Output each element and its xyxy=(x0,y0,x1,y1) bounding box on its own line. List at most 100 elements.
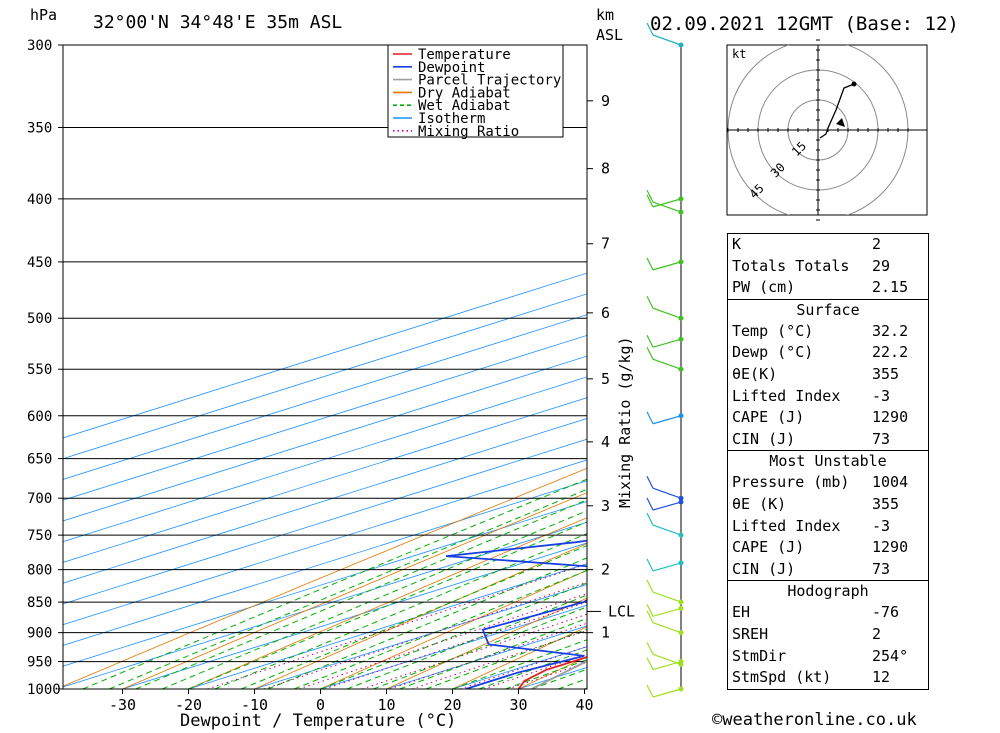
dewpoint-line xyxy=(446,539,587,689)
pressure-tick-label: 650 xyxy=(27,452,52,468)
dry-adiabat-line xyxy=(253,543,587,689)
dry-adiabat-line xyxy=(319,569,587,689)
most-unstable-heading: Most Unstable xyxy=(769,452,887,471)
wind-barb-flag xyxy=(646,295,654,309)
pressure-tick-label: 500 xyxy=(27,311,52,327)
skewt-diagram: 12346810162025 3003504004505005506006507… xyxy=(27,27,1000,731)
legend-box xyxy=(387,44,564,138)
wind-barb-flag xyxy=(646,334,654,348)
isotherm-line xyxy=(63,314,587,480)
wind-barb xyxy=(652,34,682,46)
most-unstable-row: Pressure (mb) 1004 xyxy=(732,473,909,492)
wind-barb xyxy=(652,501,682,511)
wet-adiabat-line xyxy=(188,521,587,689)
temperature-tick-label: -30 xyxy=(109,696,136,714)
most-unstable-row: Lifted Index -3 xyxy=(732,516,891,535)
hodograph-row: StmSpd (kt) 12 xyxy=(732,668,891,687)
surface-row: CIN (J) 73 xyxy=(732,429,891,448)
dry-adiabat-line xyxy=(451,626,587,689)
pressure-tick-label: 750 xyxy=(27,528,52,544)
most-unstable-row: CIN (J) 73 xyxy=(732,559,891,578)
wind-barb xyxy=(652,307,682,319)
height-tick-label: 1 xyxy=(601,624,610,642)
wind-barb-flag xyxy=(646,189,654,203)
lcl-label: LCL xyxy=(608,602,635,620)
temperature-tick-label: -10 xyxy=(241,696,268,714)
dry-adiabat-line xyxy=(932,27,1000,715)
pressure-tick-label: 900 xyxy=(27,626,52,642)
wind-barb xyxy=(652,487,682,499)
surface-row: θE(K) 355 xyxy=(732,364,900,383)
isotherm-line xyxy=(63,417,587,584)
temperature-tick-label: 0 xyxy=(316,696,325,714)
pressure-tick-label: 850 xyxy=(27,595,52,611)
surface-row: Temp (°C) 32.2 xyxy=(732,321,909,340)
height-tick-label: 5 xyxy=(601,370,610,388)
wind-barb xyxy=(652,415,682,425)
wind-barb-flag xyxy=(646,475,654,489)
wind-barb-flag xyxy=(646,194,654,208)
height-tick-label: 6 xyxy=(601,304,610,322)
pressure-axis: 300 350 400 450 500 550 600 650 700 750 800 850 900 9… xyxy=(27,38,63,698)
hodograph-unit-label: kt xyxy=(732,47,746,61)
hodograph-row: SREH 2 xyxy=(732,624,882,643)
dry-adiabat-line xyxy=(63,467,587,687)
most-unstable-row: CAPE (J) 1290 xyxy=(732,538,909,557)
copyright-link[interactable]: ©weatheronline.co.uk xyxy=(712,710,917,730)
pressure-tick-label: 450 xyxy=(27,255,52,271)
wind-barb-flag xyxy=(646,346,654,360)
wind-barb-flag xyxy=(646,684,654,698)
temperature-tick-label: -20 xyxy=(175,696,202,714)
temperature-axis: -30 -20 -10 0 10 20 30 40 xyxy=(109,689,594,714)
index-row-totals: Totals Totals 29 xyxy=(732,256,891,275)
hodograph-trace xyxy=(819,83,855,139)
wet-adiabat-line xyxy=(241,545,587,689)
height-unit-km: km xyxy=(596,6,614,24)
plot-frame xyxy=(62,44,588,690)
surface-row: Lifted Index -3 xyxy=(732,386,891,405)
height-tick-label: 7 xyxy=(601,235,610,253)
mixing-ratio-line xyxy=(207,563,587,689)
mixing-ratio-axis-title: Mixing Ratio (g/kg) xyxy=(616,336,634,508)
wind-barb xyxy=(652,562,682,572)
isotherm-line xyxy=(63,293,587,460)
isotherm-line xyxy=(122,542,587,689)
pressure-tick-label: 600 xyxy=(27,409,52,425)
wet-adiabat-line xyxy=(214,532,587,689)
isotherm-line xyxy=(63,438,587,605)
hodograph-row: StmDir 254° xyxy=(732,646,909,665)
isotherm-line xyxy=(63,355,587,522)
wind-barb-flag xyxy=(646,22,654,36)
legend-label: Mixing Ratio xyxy=(418,124,519,140)
hodograph-top-point xyxy=(851,81,857,87)
wind-barb xyxy=(652,201,682,213)
wind-barb xyxy=(652,338,682,348)
pressure-tick-label: 700 xyxy=(27,491,52,507)
surface-row: CAPE (J) 1290 xyxy=(732,408,909,427)
location-title: 32°00'N 34°48'E 35m ASL xyxy=(93,12,342,33)
height-axis: 1 2 3 4 5 6 7 8 9 LCL xyxy=(587,92,635,642)
pressure-tick-label: 800 xyxy=(27,563,52,579)
indices-surface: Surface Temp (°C) 32.2 Dewp (°C) 22.2 θE(K… xyxy=(728,298,928,451)
wet-adiabat-line xyxy=(320,582,587,689)
temperature-tick-label: 20 xyxy=(443,696,461,714)
legend-label: Wet Adiabat xyxy=(418,98,511,114)
wind-barb xyxy=(652,653,682,665)
most-unstable-row: θE (K) 355 xyxy=(732,494,900,513)
surface-heading: Surface xyxy=(796,300,860,319)
wind-barb xyxy=(652,198,682,208)
height-unit-asl: ASL xyxy=(596,26,623,44)
wet-adiabat-line xyxy=(161,510,587,689)
wet-adiabat-line xyxy=(346,594,587,689)
temperature-tick-label: 30 xyxy=(509,696,527,714)
height-tick-label: 3 xyxy=(601,497,610,515)
wind-barb-flag xyxy=(646,512,654,526)
legend-label: Parcel Trajectory xyxy=(418,73,561,89)
wind-barb-flag xyxy=(646,657,654,670)
wind-barb-flag xyxy=(646,604,654,617)
wind-barb-flag xyxy=(646,411,654,425)
wind-barb xyxy=(652,688,682,698)
isotherm-line xyxy=(63,272,587,439)
surface-row: Dewp (°C) 22.2 xyxy=(732,343,909,362)
